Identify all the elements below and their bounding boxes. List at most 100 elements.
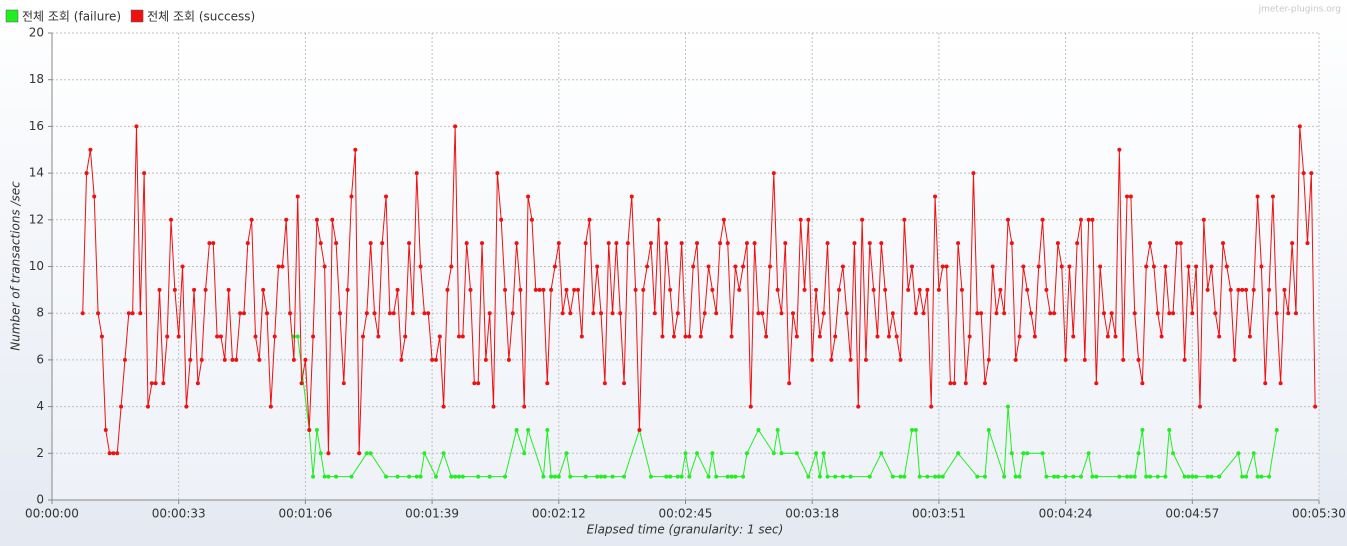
data-point [979,311,984,316]
data-point [936,474,941,479]
data-point [1282,287,1287,292]
data-point [318,241,323,246]
data-point [529,217,534,222]
data-point [1075,241,1080,246]
data-point [552,474,557,479]
data-point [1002,474,1007,479]
data-point [1301,171,1306,176]
data-point [660,334,665,339]
data-point [207,241,212,246]
data-point [725,241,730,246]
data-point [867,474,872,479]
data-point [268,404,273,409]
data-point [433,474,438,479]
data-point [1094,474,1099,479]
data-point [1255,194,1260,199]
data-point [80,311,85,316]
data-point [1125,474,1130,479]
data-point [1121,357,1126,362]
data-point [568,474,573,479]
data-point [1021,451,1026,456]
data-point [1002,311,1007,316]
data-point [238,311,243,316]
data-point [495,171,500,176]
data-point [226,287,231,292]
data-point [1259,474,1264,479]
data-point [318,451,323,456]
data-point [460,334,465,339]
data-point [426,311,431,316]
data-point [272,334,277,339]
data-point [541,474,546,479]
data-point [814,287,819,292]
data-point [510,311,515,316]
data-point [472,381,477,386]
data-point [1140,427,1145,432]
data-point [353,147,358,152]
data-point [176,334,181,339]
data-point [1025,287,1030,292]
data-point [1171,451,1176,456]
data-point [798,217,803,222]
x-axis-title: Elapsed time (granularity: 1 sec) [587,523,784,537]
data-point [1055,474,1060,479]
data-point [1136,357,1141,362]
data-point [794,451,799,456]
data-point [211,241,216,246]
data-point [1155,311,1160,316]
data-point [522,451,527,456]
data-point [284,217,289,222]
data-point [1205,474,1210,479]
data-point [633,287,638,292]
data-point [602,474,607,479]
data-point [1032,334,1037,339]
data-point [671,334,676,339]
data-point [975,311,980,316]
data-point [1240,474,1245,479]
data-point [744,241,749,246]
data-point [675,474,680,479]
data-point [913,311,918,316]
data-point [1240,287,1245,292]
data-point [687,474,692,479]
data-point [752,241,757,246]
y-tick-label: 20 [29,26,44,40]
y-tick-label: 6 [36,352,44,366]
data-point [1048,311,1053,316]
data-point [898,474,903,479]
data-point [384,194,389,199]
data-point [599,474,604,479]
data-point [1078,474,1083,479]
data-point [959,287,964,292]
data-point [407,241,412,246]
data-point [817,474,822,479]
data-point [910,427,915,432]
data-point [637,427,642,432]
data-point [499,217,504,222]
data-point [948,381,953,386]
data-point [314,217,319,222]
data-point [122,357,127,362]
data-point [925,474,930,479]
data-point [668,474,673,479]
data-point [756,311,761,316]
data-point [591,311,596,316]
data-point [802,287,807,292]
data-point [1078,217,1083,222]
data-point [702,311,707,316]
data-point [1171,311,1176,316]
data-point [867,241,872,246]
data-point [1293,311,1298,316]
data-point [1009,451,1014,456]
data-point [422,311,427,316]
data-point [1105,334,1110,339]
data-point [556,241,561,246]
data-point [1036,264,1041,269]
data-point [1251,451,1256,456]
data-point [180,264,185,269]
data-point [706,264,711,269]
data-point [695,451,700,456]
data-point [879,451,884,456]
data-point [491,404,496,409]
data-point [664,241,669,246]
